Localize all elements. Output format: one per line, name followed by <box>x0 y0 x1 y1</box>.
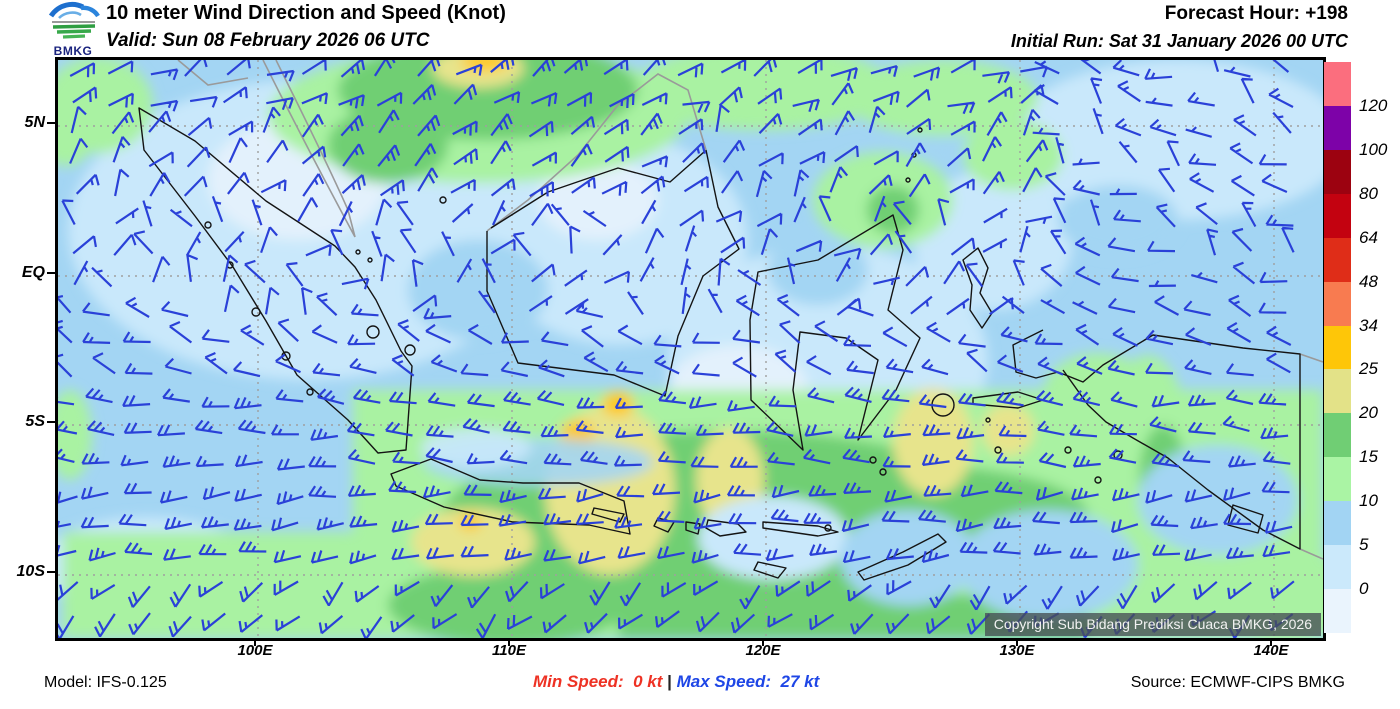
colorbar-segment <box>1324 501 1351 546</box>
colorbar-label: 15 <box>1359 447 1378 467</box>
y-axis-label: 5N <box>24 114 45 131</box>
source-label: Source: ECMWF-CIPS BMKG <box>1130 674 1345 691</box>
colorbar-label: 100 <box>1359 139 1388 159</box>
colorbar-label: 64 <box>1359 227 1378 247</box>
colorbar-label: 34 <box>1359 315 1378 335</box>
colorbar-segment <box>1324 193 1351 239</box>
valid-time: Valid: Sun 08 February 2026 06 UTC <box>106 30 430 51</box>
colorbar-segment <box>1324 105 1351 151</box>
y-axis-tick <box>47 421 55 423</box>
colorbar-segment <box>1324 457 1351 502</box>
y-axis-label: 5S <box>25 413 45 430</box>
colorbar-label: 0 <box>1359 579 1369 599</box>
y-axis-label: EQ <box>21 264 45 281</box>
colorbar-label: 80 <box>1359 183 1378 203</box>
coastline-foreign <box>177 60 1323 560</box>
min-max-speed: Min Speed: 0 kt | Max Speed: 27 kt <box>533 672 819 692</box>
x-axis-tick <box>1270 638 1272 646</box>
colorbar-segment <box>1324 281 1351 326</box>
x-axis-label: 140E <box>1253 642 1289 659</box>
bmkg-logo: BMKG <box>44 1 102 58</box>
copyright-note: Copyright Sub Bidang Prediksi Cuaca BMKG… <box>984 613 1321 636</box>
x-axis-tick <box>762 638 764 646</box>
colorbar-segment <box>1324 149 1351 195</box>
x-axis-label: 110E <box>492 642 526 659</box>
colorbar-segment <box>1324 62 1351 107</box>
colorbar-label: 10 <box>1359 491 1378 511</box>
y-axis-tick <box>47 571 55 573</box>
colorbar-label: 48 <box>1359 271 1378 291</box>
colorbar-label: 25 <box>1359 359 1378 379</box>
model-label: Model: IFS-0.125 <box>44 674 167 691</box>
bmkg-logo-text: BMKG <box>53 44 93 58</box>
forecast-hour: Forecast Hour: +198 <box>1164 3 1348 24</box>
colorbar-segment <box>1324 237 1351 283</box>
wind-barbs <box>58 60 1295 638</box>
colorbar-label: 5 <box>1359 535 1369 555</box>
y-axis-tick <box>47 122 55 124</box>
colorbar-segment <box>1324 545 1351 590</box>
y-axis-label: 10S <box>16 563 45 580</box>
bmkg-logo-icon <box>48 1 100 39</box>
x-axis-tick <box>1016 638 1018 646</box>
min-speed-label: Min Speed: 0 kt <box>533 672 663 691</box>
initial-run: Initial Run: Sat 31 January 2026 00 UTC <box>1010 31 1348 51</box>
min-max-separator: | <box>662 672 677 691</box>
colorbar-label: 20 <box>1359 403 1378 423</box>
x-axis-label: 130E <box>999 642 1035 659</box>
x-axis-label: 120E <box>745 642 781 659</box>
coastline-indonesia <box>138 107 1301 581</box>
wind-map-canvas <box>58 60 1323 638</box>
x-axis-tick <box>254 638 256 646</box>
colorbar-label: 120 <box>1359 95 1388 115</box>
page-title: 10 meter Wind Direction and Speed (Knot) <box>106 2 506 24</box>
wind-map: Copyright Sub Bidang Prediksi Cuaca BMKG… <box>55 57 1326 641</box>
x-axis-label: 100E <box>237 642 273 659</box>
max-speed-label: Max Speed: 27 kt <box>676 672 820 691</box>
colorbar-segment <box>1324 589 1351 634</box>
colorbar-segment <box>1324 369 1351 414</box>
y-axis-tick <box>47 272 55 274</box>
colorbar-segment <box>1324 325 1351 370</box>
colorbar-segment <box>1324 413 1351 458</box>
x-axis-tick <box>508 638 510 646</box>
